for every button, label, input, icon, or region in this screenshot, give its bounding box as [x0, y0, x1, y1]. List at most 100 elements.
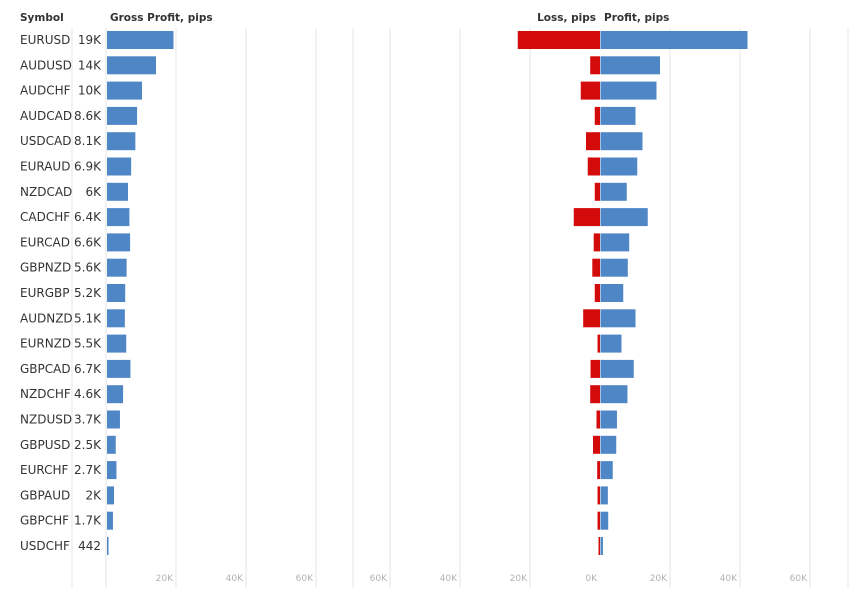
- profit-header: Profit, pips: [604, 12, 669, 24]
- loss-bar: [517, 31, 600, 49]
- profit-bar: [600, 31, 748, 49]
- gross-profit-bar: [107, 537, 109, 555]
- gross-profit-label: 3.7K: [74, 413, 102, 427]
- gross-profit-bar: [107, 132, 136, 151]
- loss-bar: [586, 132, 600, 151]
- symbol-label: GBPCAD: [20, 362, 71, 376]
- loss-bar: [573, 208, 600, 227]
- gross-profit-bar: [107, 486, 114, 505]
- gridlines: [71, 28, 849, 588]
- symbol-label: EURNZD: [20, 337, 71, 351]
- symbol-label: AUDCHF: [20, 84, 71, 98]
- gross-profit-label: 2.7K: [74, 463, 102, 477]
- symbol-label: GBPCHF: [20, 514, 69, 528]
- gross-profit-label: 4.6K: [74, 387, 102, 401]
- loss-bar: [590, 359, 600, 378]
- gross-profit-label: 6.9K: [74, 160, 102, 174]
- gross-profit-bar: [107, 233, 131, 252]
- profit-bar: [600, 157, 638, 176]
- profit-bar: [600, 233, 630, 252]
- symbol-label: AUDUSD: [20, 58, 72, 72]
- loss-bar: [598, 537, 600, 555]
- axis-ticks: 20K 40K 60K 60K 40K 20K 0K 20K 40K 60K: [156, 574, 808, 584]
- profit-bar: [600, 258, 628, 277]
- gross-profit-bar: [107, 208, 130, 227]
- gross-profit-bar: [107, 410, 120, 429]
- loss-bar: [597, 334, 600, 353]
- gross-profit-label: 1.7K: [74, 514, 102, 528]
- symbol-label: EURAUD: [20, 160, 70, 174]
- gross-profit-label: 2.5K: [74, 438, 102, 452]
- symbol-label: USDCAD: [20, 134, 71, 148]
- gross-profit-bar: [107, 461, 117, 480]
- diverging-axis-tick-label: 60K: [370, 574, 388, 584]
- gross-profit-bar: [107, 385, 124, 404]
- gross-profit-label: 5.2K: [74, 286, 102, 300]
- diverging-axis-tick-label: 40K: [720, 574, 738, 584]
- symbol-header: Symbol: [20, 12, 64, 24]
- loss-bar: [580, 81, 600, 100]
- bars: [107, 31, 748, 555]
- diverging-axis-tick-label: 20K: [650, 574, 668, 584]
- gross-profit-label: 6.6K: [74, 235, 102, 249]
- profit-bar: [600, 486, 608, 505]
- symbol-label: GBPAUD: [20, 488, 70, 502]
- gross-profit-bar: [107, 359, 131, 378]
- loss-bar: [594, 182, 600, 201]
- diverging-axis-tick-label: 40K: [440, 574, 458, 584]
- gross-profit-bar: [107, 182, 128, 201]
- gross-profit-bar: [107, 334, 127, 353]
- gross-axis-tick-label: 20K: [156, 574, 174, 584]
- gross-axis-tick-label: 60K: [296, 574, 314, 584]
- gross-profit-bar: [107, 511, 113, 530]
- profit-bar: [600, 334, 622, 353]
- loss-bar: [594, 284, 600, 302]
- gross-profit-label: 8.1K: [74, 134, 102, 148]
- gross-profit-header: Gross Profit, pips: [110, 12, 213, 24]
- loss-bar: [593, 233, 600, 252]
- profit-bar: [600, 435, 617, 454]
- gross-profit-bar: [107, 56, 156, 75]
- gross-profit-label: 5.6K: [74, 261, 102, 275]
- loss-bar: [597, 461, 600, 480]
- symbol-label: NZDUSD: [20, 413, 72, 427]
- loss-header: Loss, pips: [537, 12, 596, 24]
- profit-bar: [600, 81, 657, 100]
- gross-profit-bar: [107, 81, 142, 100]
- symbol-label: USDCHF: [20, 539, 70, 553]
- gross-profit-label: 6K: [85, 185, 102, 199]
- profit-bar: [600, 284, 624, 302]
- profit-bar: [600, 56, 660, 75]
- symbol-label: GBPUSD: [20, 438, 70, 452]
- profit-bar: [600, 309, 636, 328]
- gross-profit-bar: [107, 157, 132, 176]
- loss-bar: [583, 309, 600, 328]
- diverging-axis-tick-label: 20K: [510, 574, 528, 584]
- gross-profit-label: 6.7K: [74, 362, 102, 376]
- gross-profit-bar: [107, 31, 174, 49]
- diverging-axis-tick-label: 0K: [585, 574, 598, 584]
- loss-bar: [594, 106, 600, 125]
- gross-profit-label: 10K: [78, 84, 102, 98]
- profit-bar: [600, 511, 609, 530]
- gross-profit-bar: [107, 284, 126, 302]
- loss-bar: [596, 410, 600, 429]
- loss-bar: [592, 258, 600, 277]
- symbol-label: EURCAD: [20, 235, 70, 249]
- symbol-label: EURUSD: [20, 33, 70, 47]
- loss-bar: [593, 435, 600, 454]
- symbol-label: AUDCAD: [20, 109, 72, 123]
- profit-bar: [600, 182, 627, 201]
- gross-profit-bar: [107, 106, 138, 125]
- gross-profit-bar: [107, 258, 127, 277]
- symbol-label: AUDNZD: [20, 311, 73, 325]
- gross-profit-label: 5.5K: [74, 337, 102, 351]
- profit-bar: [600, 461, 613, 480]
- gross-profit-label: 14K: [78, 58, 102, 72]
- gross-axis-tick-label: 40K: [226, 574, 244, 584]
- profit-bar: [600, 537, 603, 555]
- profit-bar: [600, 106, 636, 125]
